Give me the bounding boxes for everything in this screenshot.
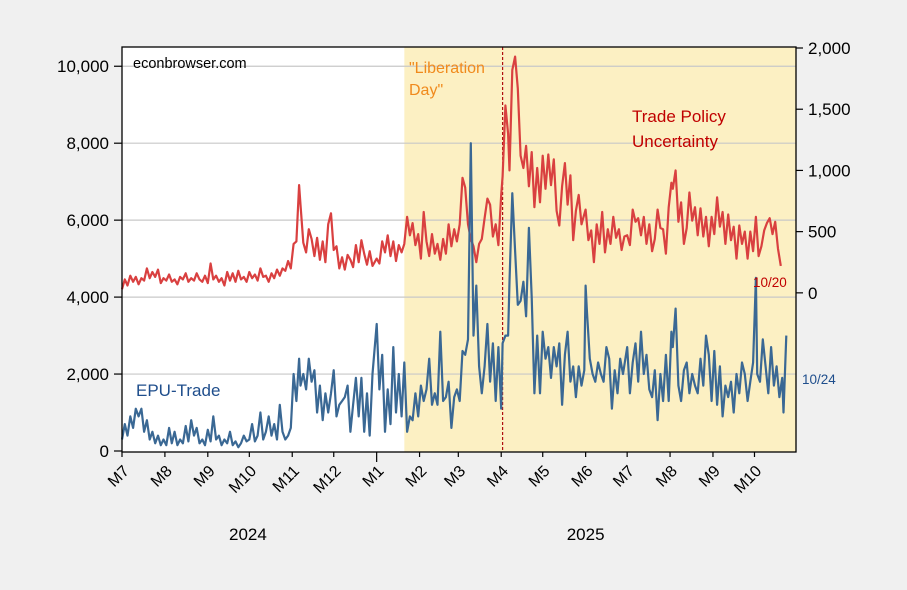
left-axis: 0 2,000 4,000 6,000 8,000 10,000 bbox=[57, 57, 122, 461]
tpu-label-line2: Uncertainty bbox=[632, 132, 718, 151]
series-line-epu-trade bbox=[120, 142, 788, 449]
liberation-day-label-line1: "Liberation bbox=[409, 60, 485, 77]
right-tick-label: 0 bbox=[808, 284, 817, 303]
left-tick-label: 0 bbox=[100, 442, 109, 461]
x-tick-label: M6 bbox=[569, 463, 597, 491]
x-tick-label: M8 bbox=[653, 463, 681, 491]
x-tick-label: M9 bbox=[191, 463, 219, 491]
tpu-label-line1: Trade Policy bbox=[632, 107, 726, 126]
right-axis: 0 500 1,000 1,500 2,000 bbox=[796, 39, 851, 303]
x-tick-label: M2 bbox=[403, 463, 431, 491]
year-label: 2025 bbox=[567, 525, 605, 544]
x-tick-label: M3 bbox=[441, 463, 469, 491]
epu-end-date-label: 10/24 bbox=[802, 372, 836, 387]
x-tick-label: M9 bbox=[696, 463, 724, 491]
x-tick-label: M4 bbox=[484, 463, 512, 491]
right-tick-label: 2,000 bbox=[808, 39, 851, 58]
x-tick-label: M10 bbox=[731, 463, 765, 497]
left-tick-label: 6,000 bbox=[66, 211, 109, 230]
x-tick-label: M7 bbox=[610, 463, 638, 491]
right-tick-label: 500 bbox=[808, 223, 836, 242]
right-tick-label: 1,000 bbox=[808, 161, 851, 180]
plot-frame bbox=[121, 46, 797, 453]
x-tick-label: M1 bbox=[360, 463, 388, 491]
left-tick-label: 10,000 bbox=[57, 57, 109, 76]
year-label: 2024 bbox=[229, 525, 267, 544]
series-line-trade-policy-uncertainty bbox=[120, 55, 782, 290]
watermark: econbrowser.com bbox=[133, 56, 247, 72]
left-tick-label: 4,000 bbox=[66, 288, 109, 307]
liberation-day-label-line2: Day" bbox=[409, 82, 443, 99]
left-tick-label: 2,000 bbox=[66, 365, 109, 384]
x-axis: M7 M8 M9 M10 M11 M12 M1 M2 M3 M4 M5 M6 M7 M8 M9 M102024… bbox=[105, 452, 765, 544]
x-tick-label: M10 bbox=[226, 463, 260, 497]
x-tick-label: M11 bbox=[270, 463, 303, 496]
epu-trade-label: EPU-Trade bbox=[136, 381, 220, 400]
x-tick-label: M8 bbox=[148, 463, 176, 491]
tpu-end-date-label: 10/20 bbox=[753, 275, 787, 290]
series-layer bbox=[120, 55, 788, 449]
left-tick-label: 8,000 bbox=[66, 134, 109, 153]
x-tick-label: M7 bbox=[105, 463, 133, 491]
x-tick-label: M5 bbox=[526, 463, 554, 491]
x-tick-label: M12 bbox=[311, 463, 345, 497]
right-tick-label: 1,500 bbox=[808, 100, 851, 119]
